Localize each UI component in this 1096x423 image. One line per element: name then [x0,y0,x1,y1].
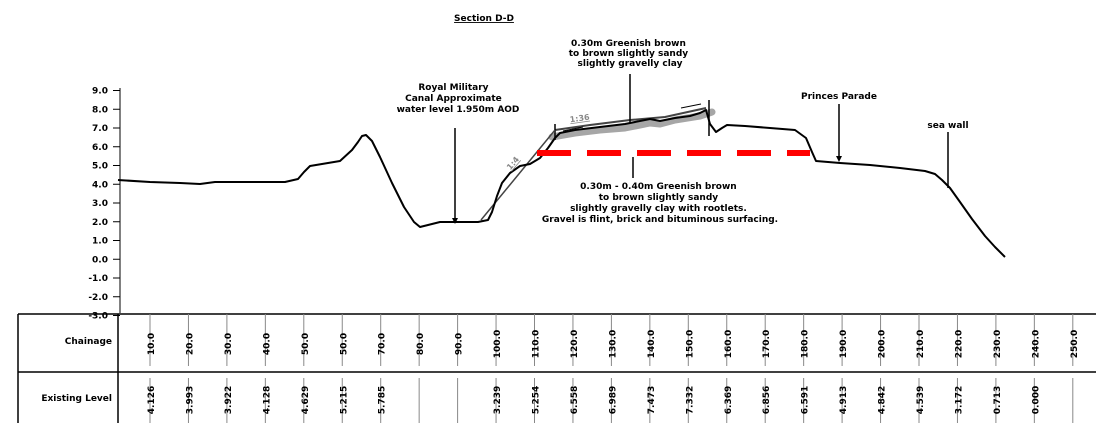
chainage-value: 70.0 [378,333,388,355]
y-tick-label: 3.0 [92,199,108,209]
existing-level-value: 7.332 [685,386,695,414]
princes-parade-label: Princes Parade [801,92,877,102]
existing-level-value: 4.128 [262,386,272,414]
chainage-value: 90.0 [455,333,465,355]
existing-level-value: 3.993 [185,386,195,414]
topsoil-band [548,108,716,141]
y-tick-label: 4.0 [92,180,108,190]
leader-princes-arrow [836,156,842,162]
canal-annotation: Royal Military Canal Approximate water l… [397,83,520,115]
existing-level-row-label: Existing Level [41,394,112,404]
chainage-value: 150.0 [685,330,695,358]
chainage-value: 20.0 [185,333,195,355]
existing-level-value: 3.922 [224,386,234,414]
chainage-value: 110.0 [532,330,542,358]
chainage-value: 180.0 [801,330,811,358]
chainage-value: 30.0 [224,333,234,355]
slope-label-upper: 1:36 [569,113,590,125]
chainage-value: 200.0 [878,330,888,358]
existing-level-value: 0.000 [1031,386,1041,414]
existing-level-value: 4.126 [147,386,157,414]
subsoil-annotation: 0.30m - 0.40m Greenish brown to brown sl… [542,182,778,225]
sea-wall-label: sea wall [927,121,968,131]
existing-level-value: 6.989 [608,386,618,414]
existing-level-value: 7.473 [647,386,657,414]
existing-level-value: 6.591 [801,386,811,414]
chainage-value: 40.0 [262,333,272,355]
y-tick-label: -2.0 [88,293,108,303]
topsoil-annotation: 0.30m Greenish brown to brown slightly s… [569,39,692,69]
chainage-value: 250.0 [1070,330,1080,358]
existing-level-value: 4.539 [916,386,926,414]
existing-level-value: 3.239 [493,386,503,414]
existing-level-value: 4.913 [839,386,849,414]
y-tick-label: 5.0 [92,162,108,172]
data-table: Chainage Existing Level 10.0 4.126 20.0 3.9… [17,313,1096,423]
existing-level-value: 6.369 [724,386,734,414]
existing-level-value: 3.172 [954,386,964,414]
batter-slope-line [480,129,556,221]
existing-level-value: 5.254 [532,386,542,414]
y-tick-label: -3.0 [88,312,108,322]
leader-canal-arrow [452,218,458,224]
chainage-value: 130.0 [608,330,618,358]
chainage-value: 210.0 [916,330,926,358]
y-tick-label: 7.0 [92,124,108,134]
y-tick-label: 0.0 [92,255,108,265]
chainage-value: 220.0 [954,330,964,358]
chainage-value: 230.0 [993,330,1003,358]
y-tick-label: -1.0 [88,274,108,284]
chainage-value: 190.0 [839,330,849,358]
y-tick-label: 8.0 [92,105,108,115]
existing-level-value: 0.713 [993,386,1003,414]
y-tick-label: 2.0 [92,218,108,228]
chainage-value: 170.0 [762,330,772,358]
chainage-value: 240.0 [1031,330,1041,358]
chainage-value: 80.0 [416,333,426,355]
y-tick-label: 9.0 [92,87,108,97]
chainage-value: 50.0 [301,333,311,355]
existing-level-value: 6.856 [762,386,772,414]
y-tick-label: 6.0 [92,143,108,153]
chainage-row-label: Chainage [65,337,112,347]
chainage-value: 120.0 [570,330,580,358]
chainage-value: 10.0 [147,333,157,355]
chainage-value: 140.0 [647,330,657,358]
section-title: Section D-D [454,14,514,24]
slope-line-upper [562,126,584,132]
chainage-value: 50.0 [339,333,349,355]
y-axis: 9.0 8.0 7.0 6.0 5.0 4.0 3.0 2.0 1.0 0.0 -1.0 -2.0 -3… [88,87,120,322]
existing-ground-line [117,109,1006,258]
existing-level-value: 4.629 [301,386,311,414]
chainage-value: 100.0 [493,330,503,358]
existing-level-value: 5.785 [378,386,388,414]
existing-level-value: 6.558 [570,386,580,414]
slope-label-lower: 1:4 [505,155,521,172]
table-columns: 10.0 4.126 20.0 3.993 30.0 3.922 40.0 4.128 50.0… [147,314,1080,423]
existing-level-value: 4.842 [878,386,888,414]
existing-level-value: 5.215 [339,386,349,414]
chainage-value: 160.0 [724,330,734,358]
slope-line-right [680,103,702,109]
y-tick-label: 1.0 [92,237,108,247]
